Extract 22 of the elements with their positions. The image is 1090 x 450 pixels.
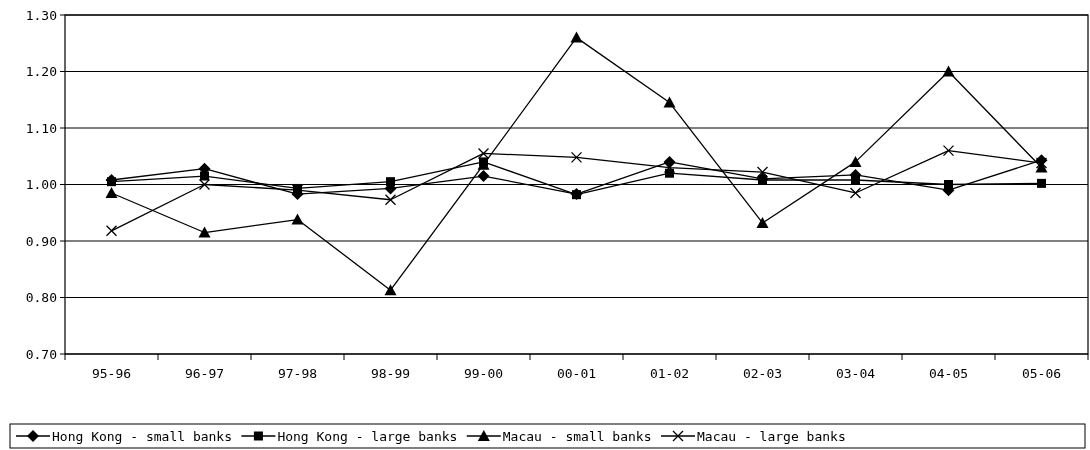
y-tick-label: 1.00 <box>25 177 57 193</box>
x-tick-label: 98-99 <box>370 366 411 381</box>
x-tick-label: 01-02 <box>649 366 690 381</box>
legend-label: Macau - small banks <box>502 428 652 444</box>
y-tick-label: 0.90 <box>25 233 57 249</box>
x-tick-label: 00-01 <box>556 366 597 381</box>
x-tick-label: 04-05 <box>928 366 969 381</box>
legend-label: Macau - large banks <box>697 428 846 444</box>
x-tick-label: 97-98 <box>277 366 318 381</box>
x-tick-label: 05-06 <box>1021 366 1062 381</box>
x-tick-label: 02-03 <box>742 366 783 381</box>
x-tick-label: 99-00 <box>463 366 504 381</box>
x-tick-label: 96-97 <box>184 366 225 381</box>
legend-label: Hong Kong - large banks <box>277 428 458 444</box>
y-tick-label: 1.20 <box>25 64 57 80</box>
y-tick-label: 1.10 <box>25 120 57 136</box>
y-tick-label: 1.30 <box>25 7 57 23</box>
x-tick-label: 95-96 <box>91 366 132 381</box>
legend-label: Hong Kong - small banks <box>52 428 233 444</box>
y-tick-label: 0.70 <box>25 346 57 362</box>
y-tick-label: 0.80 <box>25 290 57 306</box>
x-tick-label: 03-04 <box>835 366 876 381</box>
